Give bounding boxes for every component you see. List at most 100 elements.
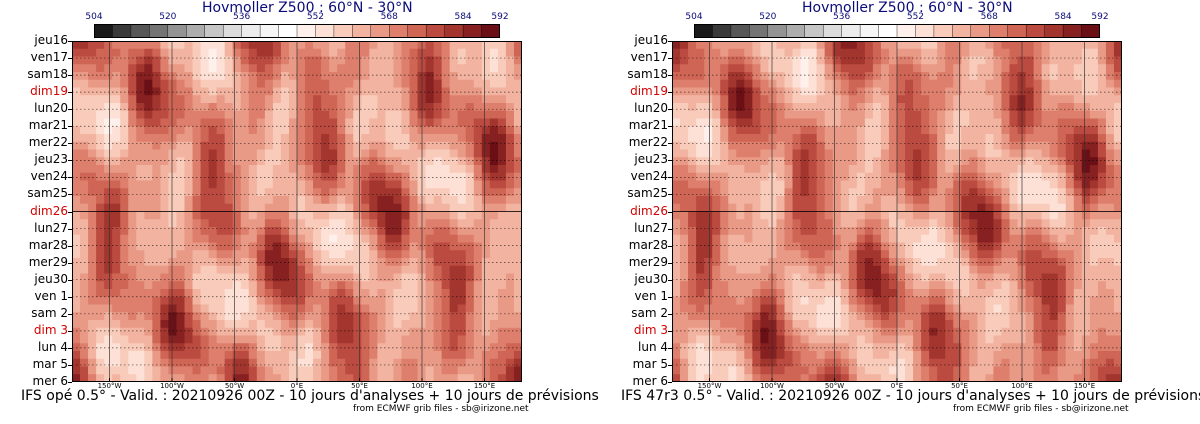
field-cell <box>136 95 145 104</box>
field-cell <box>321 281 330 290</box>
field-cell <box>505 242 515 251</box>
field-cell <box>808 141 818 150</box>
field-cell <box>280 87 290 96</box>
field-cell <box>784 366 793 375</box>
field-cell <box>264 95 274 104</box>
field-cell <box>880 56 890 65</box>
field-cell <box>704 41 713 50</box>
field-cell <box>128 134 137 143</box>
field-cell <box>864 157 874 166</box>
field-cell <box>313 250 322 259</box>
field-cell <box>272 234 282 243</box>
field-cell <box>337 118 346 127</box>
field-cell <box>736 103 745 112</box>
field-cell <box>880 289 890 298</box>
field-cell <box>168 343 177 352</box>
field-cell <box>473 358 483 367</box>
field-cell <box>200 227 210 236</box>
field-cell <box>72 64 81 73</box>
field-cell <box>736 110 745 119</box>
field-cell <box>465 141 475 150</box>
field-cell <box>305 180 314 189</box>
field-cell <box>832 258 842 267</box>
field-cell <box>232 72 242 81</box>
colorbar-swatch <box>130 24 150 38</box>
field-cell <box>232 258 242 267</box>
field-cell <box>1081 227 1091 236</box>
field-cell <box>800 335 810 344</box>
field-cell <box>72 188 81 197</box>
field-cell <box>345 312 354 321</box>
field-cell <box>144 250 153 259</box>
field-cell <box>449 48 459 57</box>
field-cell <box>937 157 946 166</box>
field-cell <box>696 258 705 267</box>
field-cell <box>457 320 467 329</box>
field-cell <box>489 141 499 150</box>
colorbar-swatch <box>1081 24 1100 38</box>
field-cell <box>1065 41 1075 50</box>
field-cell <box>345 296 354 305</box>
field-cell <box>160 172 169 181</box>
field-cell <box>736 95 745 104</box>
field-cell <box>72 351 81 360</box>
field-cell <box>176 250 185 259</box>
field-cell <box>808 258 818 267</box>
field-cell <box>337 320 346 329</box>
field-cell <box>88 134 97 143</box>
field-cell <box>848 126 858 135</box>
field-cell <box>288 250 298 259</box>
field-cell <box>128 258 137 267</box>
field-cell <box>353 343 362 352</box>
field-cell <box>465 281 475 290</box>
field-cell <box>505 56 515 65</box>
field-cell <box>264 103 274 112</box>
field-cell <box>720 265 729 274</box>
field-cell <box>848 351 858 360</box>
field-cell <box>377 56 386 65</box>
field-cell <box>880 250 890 259</box>
field-cell <box>897 103 906 112</box>
field-cell <box>1113 64 1122 73</box>
field-cell <box>104 165 113 174</box>
field-cell <box>864 312 874 321</box>
field-cell <box>880 320 890 329</box>
field-cell <box>248 351 258 360</box>
field-cell <box>321 327 330 336</box>
field-cell <box>704 289 713 298</box>
field-cell <box>497 134 507 143</box>
field-cell <box>449 172 459 181</box>
field-cell <box>977 196 986 205</box>
field-cell <box>945 79 954 88</box>
field-cell <box>401 343 410 352</box>
field-cell <box>880 64 890 73</box>
field-cell <box>728 87 737 96</box>
field-cell <box>897 281 906 290</box>
field-cell <box>224 64 234 73</box>
field-cell <box>1065 273 1075 282</box>
field-cell <box>280 273 290 282</box>
field-cell <box>704 56 713 65</box>
field-cell <box>1097 211 1107 220</box>
field-cell <box>1081 234 1091 243</box>
field-cell <box>720 64 729 73</box>
colorbar-tick-label: 584 <box>1054 12 1072 22</box>
field-cell <box>993 258 1002 267</box>
field-cell <box>672 366 681 375</box>
field-cell <box>200 95 210 104</box>
field-cell <box>176 64 185 73</box>
field-cell <box>880 234 890 243</box>
field-cell <box>1049 72 1059 81</box>
field-cell <box>264 126 274 135</box>
field-cell <box>208 335 218 344</box>
field-cell <box>792 188 801 197</box>
field-cell <box>1049 219 1059 228</box>
field-cell <box>1113 211 1122 220</box>
field-cell <box>216 157 226 166</box>
field-cell <box>120 72 129 81</box>
field-cell <box>353 48 362 57</box>
field-cell <box>985 211 994 220</box>
field-cell <box>353 103 362 112</box>
field-cell <box>393 320 402 329</box>
day-label: mar 5 <box>32 356 68 371</box>
